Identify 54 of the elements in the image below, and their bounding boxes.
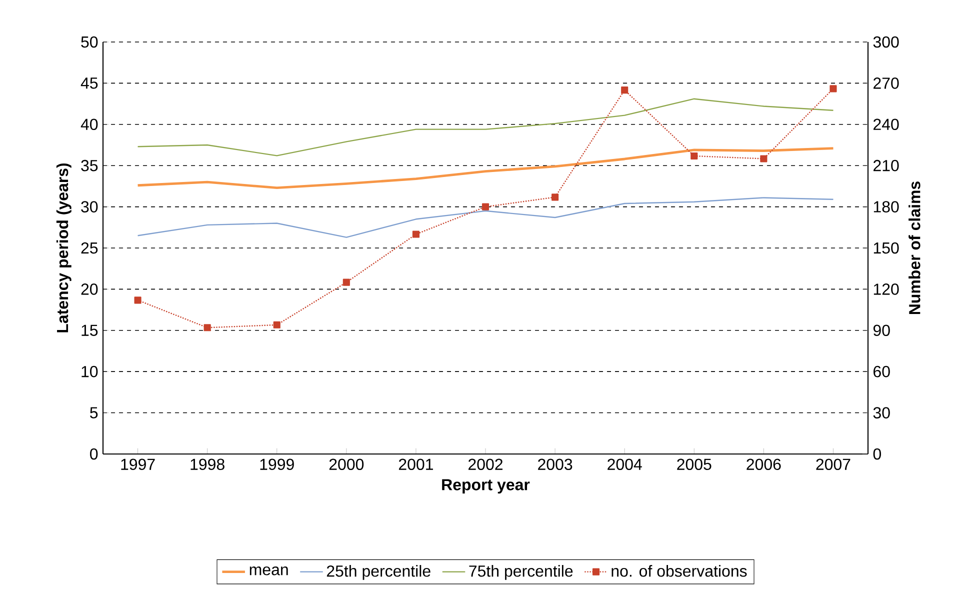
line-series — [136, 147, 834, 190]
y-axis-title: Latency period (years) — [56, 163, 72, 332]
x-tick-label: 1999 — [260, 458, 294, 470]
point — [482, 203, 490, 210]
point — [690, 152, 698, 160]
line-series — [137, 197, 834, 238]
x-tick-label: 2007 — [816, 458, 850, 470]
x-tick-label: 2002 — [468, 458, 502, 470]
x-tick-label: 2001 — [398, 458, 433, 470]
x-axis-title: Report year — [442, 479, 530, 494]
x-tick-label: 2006 — [746, 458, 781, 470]
x-tick-label: 2005 — [677, 458, 712, 470]
y-tick-label: 40 — [80, 118, 98, 130]
point — [552, 194, 559, 201]
y-tick-label: 30 — [81, 201, 98, 212]
line-series — [137, 98, 834, 156]
legend-label: 25th percentile — [326, 565, 430, 580]
y2-tick-label: 150 — [874, 242, 899, 254]
y2-tick-label: 30 — [873, 407, 890, 418]
y-tick-label: 50 — [81, 36, 98, 48]
x-tick-label: 2000 — [329, 458, 364, 470]
y2-tick-label: 240 — [874, 118, 899, 130]
point — [342, 278, 350, 286]
y-tick-label: 5 — [90, 407, 98, 418]
y-tick-label: 35 — [81, 160, 98, 172]
legend-label: 75th percentile — [469, 565, 573, 580]
y2-tick-label: 300 — [873, 36, 899, 48]
point — [204, 324, 211, 332]
x-tick-label: 1998 — [190, 458, 224, 470]
x-tick-label: 1997 — [121, 458, 155, 470]
point — [830, 85, 837, 92]
y2-tick-label: 180 — [874, 201, 899, 212]
point — [134, 296, 142, 304]
y2-axis-title: Number of claims — [908, 182, 920, 314]
y-tick-label: 15 — [82, 324, 98, 336]
y2-tick-label: 210 — [874, 160, 899, 172]
x-tick-label: 2003 — [538, 458, 572, 470]
y2-tick-label: 90 — [873, 324, 890, 336]
point — [412, 230, 420, 238]
legend-label: mean — [250, 566, 288, 576]
point — [621, 86, 628, 94]
legend-label: no. of observations — [612, 565, 747, 577]
y2-tick-label: 270 — [874, 78, 899, 89]
y2-tick-label: 0 — [873, 448, 881, 460]
x-tick-label: 2004 — [608, 458, 642, 470]
y-tick-label: 10 — [82, 366, 98, 378]
y2-tick-label: 60 — [874, 366, 890, 378]
y2-tick-label: 120 — [874, 284, 899, 295]
y-tick-label: 45 — [80, 78, 98, 89]
y-tick-label: 0 — [90, 448, 98, 460]
point — [273, 321, 280, 328]
y-tick-label: 20 — [81, 284, 98, 295]
y-tick-label: 25 — [81, 242, 98, 254]
point — [760, 155, 768, 162]
